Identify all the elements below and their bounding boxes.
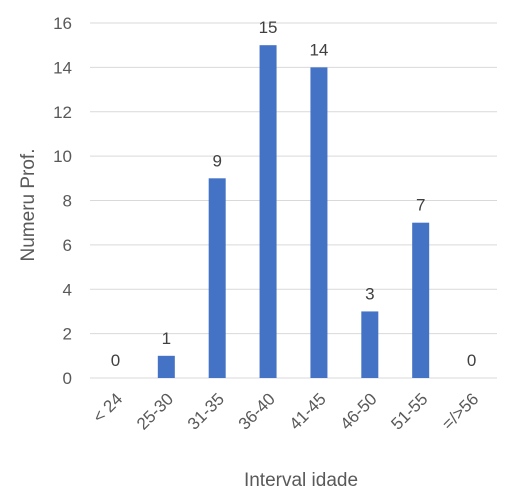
x-tick-label: 41-45: [286, 389, 330, 433]
y-tick-label: 2: [63, 325, 72, 344]
data-label: 0: [111, 351, 120, 370]
y-axis-ticks: 0 2 4 6 8 10 12 14 16: [53, 14, 72, 388]
y-tick-label: 4: [63, 280, 72, 299]
y-axis-title: Numeru Prof.: [18, 149, 39, 262]
data-label: 3: [365, 284, 374, 303]
y-tick-label: 16: [53, 14, 72, 33]
x-tick-label: =/>56: [438, 389, 482, 433]
data-label: 14: [309, 40, 328, 59]
bar: [157, 355, 175, 378]
y-tick-label: 8: [63, 192, 72, 211]
bars: [157, 45, 430, 378]
bar: [259, 45, 277, 378]
x-tick-label: < 24: [89, 389, 126, 426]
y-tick-label: 14: [53, 58, 72, 77]
x-tick-label: 36-40: [235, 389, 279, 433]
data-label: 15: [259, 18, 278, 37]
y-tick-label: 10: [53, 147, 72, 166]
gridlines: [90, 22, 497, 379]
bar: [412, 222, 430, 378]
data-label: 7: [416, 196, 425, 215]
data-label: 1: [162, 329, 171, 348]
data-label: 9: [212, 151, 221, 170]
bar: [208, 178, 226, 378]
data-labels: 0 1 9 15 14 3 7 0: [111, 18, 477, 370]
x-tick-label: 31-35: [184, 389, 228, 433]
x-axis-ticks: < 24 25-30 31-35 36-40 41-45 46-50 51-55 =/>56: [89, 389, 482, 433]
y-tick-label: 0: [63, 369, 72, 388]
bar: [361, 311, 379, 378]
y-tick-label: 6: [63, 236, 72, 255]
x-tick-label: 51-55: [387, 389, 431, 433]
x-tick-label: 25-30: [133, 389, 177, 433]
x-tick-label: 46-50: [336, 389, 380, 433]
bar: [310, 67, 328, 378]
y-tick-label: 12: [53, 103, 72, 122]
data-label: 0: [467, 351, 476, 370]
x-axis-title: Interval idade: [244, 470, 358, 491]
